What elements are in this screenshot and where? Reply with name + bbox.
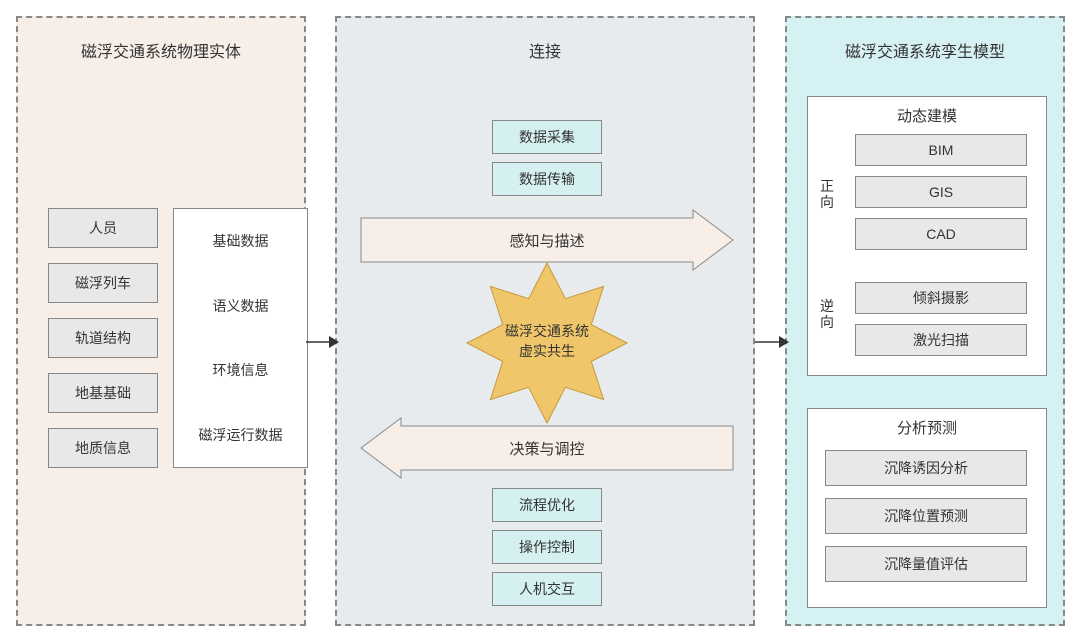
left-item-3: 地基基础 [48, 373, 158, 413]
left-right-databox: 基础数据语义数据环境信息磁浮运行数据 [173, 208, 308, 468]
right-g1-rev-1: 激光扫描 [855, 324, 1027, 356]
panel-middle: 连接数据采集数据传输流程优化操作控制人机交互感知与描述决策与调控磁浮交通系统虚实… [335, 16, 755, 626]
mid-bot-box-2: 人机交互 [492, 572, 602, 606]
right-group1-title: 动态建模 [808, 105, 1046, 126]
mid-star-line-1: 虚实共生 [477, 341, 617, 361]
left-item-4: 地质信息 [48, 428, 158, 468]
right-g1-vlabel-fwd: 正向 [819, 178, 835, 210]
panel-middle-title: 连接 [337, 38, 753, 62]
mid-star-label: 磁浮交通系统虚实共生 [477, 321, 617, 361]
left-right-item-0: 基础数据 [213, 229, 269, 253]
left-item-2: 轨道结构 [48, 318, 158, 358]
right-g2-box-2: 沉降量值评估 [825, 546, 1027, 582]
panel-right-title: 磁浮交通系统孪生模型 [787, 38, 1063, 62]
right-g1-vlabel-rev: 逆向 [819, 298, 835, 330]
connector-left-to-mid [300, 332, 341, 352]
right-g1-fwd-2: CAD [855, 218, 1027, 250]
left-right-item-3: 磁浮运行数据 [199, 423, 283, 447]
left-item-0: 人员 [48, 208, 158, 248]
mid-big-arrow-label-0: 感知与描述 [361, 218, 733, 262]
mid-star-line-0: 磁浮交通系统 [477, 321, 617, 341]
left-right-item-2: 环境信息 [213, 358, 269, 382]
panel-left: 磁浮交通系统物理实体人员磁浮列车轨道结构地基基础地质信息基础数据语义数据环境信息… [16, 16, 306, 626]
right-g2-box-1: 沉降位置预测 [825, 498, 1027, 534]
mid-big-arrow-label-1: 决策与调控 [361, 426, 733, 470]
left-right-item-1: 语义数据 [213, 294, 269, 318]
panel-left-title: 磁浮交通系统物理实体 [18, 38, 304, 62]
right-g1-fwd-0: BIM [855, 134, 1027, 166]
right-g2-box-0: 沉降诱因分析 [825, 450, 1027, 486]
mid-bot-box-1: 操作控制 [492, 530, 602, 564]
panel-right: 磁浮交通系统孪生模型动态建模分析预测 正向逆向 BIM GIS CAD 倾斜摄影激光扫描沉… [785, 16, 1065, 626]
connector-mid-to-right [749, 332, 791, 352]
right-g1-fwd-1: GIS [855, 176, 1027, 208]
right-g1-rev-0: 倾斜摄影 [855, 282, 1027, 314]
mid-top-box-0: 数据采集 [492, 120, 602, 154]
left-item-1: 磁浮列车 [48, 263, 158, 303]
right-group2-title: 分析预测 [808, 417, 1046, 438]
mid-top-box-1: 数据传输 [492, 162, 602, 196]
